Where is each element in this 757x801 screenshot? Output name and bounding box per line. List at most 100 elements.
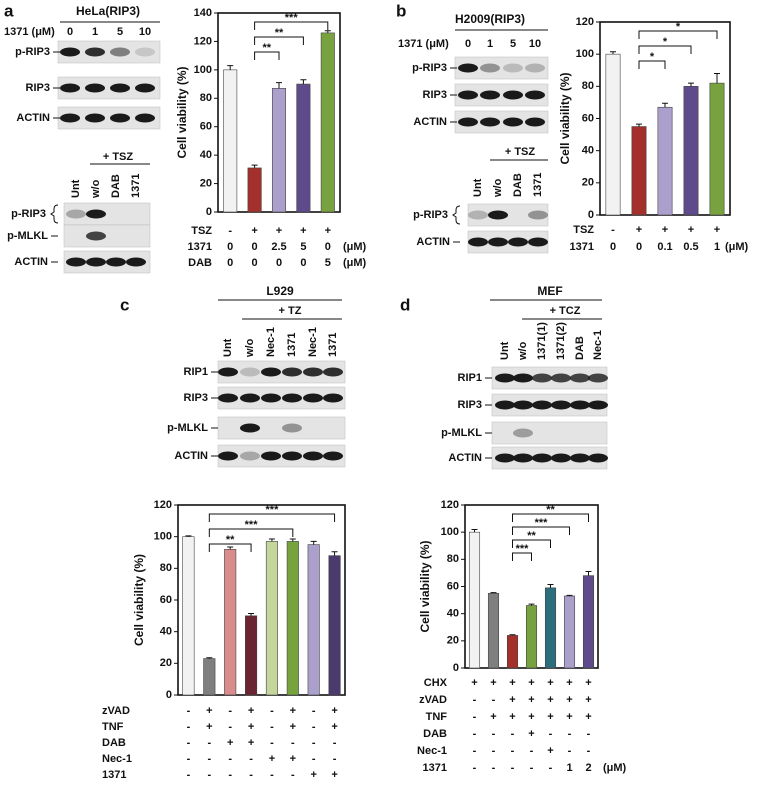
condition-value: + <box>300 225 306 237</box>
condition-value: - <box>291 769 295 781</box>
condition-value: 0 <box>636 241 642 253</box>
blot-row-label: RIP3 <box>26 82 50 94</box>
error-bar <box>566 594 573 597</box>
lane-label: 1 <box>92 26 98 38</box>
condition-value: + <box>528 728 534 740</box>
band <box>525 90 545 100</box>
condition-value: + <box>566 711 572 723</box>
band <box>303 393 323 403</box>
significance-label: ** <box>527 530 536 542</box>
condition-value: 1 <box>714 241 720 253</box>
significance-bracket <box>208 513 336 522</box>
band <box>513 400 533 410</box>
y-axis-label: Cell viability (%) <box>418 540 432 632</box>
condition-value: + <box>290 705 296 717</box>
bar <box>525 605 538 669</box>
y-tick-label: 60 <box>582 112 594 124</box>
condition-value: + <box>585 711 591 723</box>
lane-label: w/o <box>244 338 256 358</box>
band <box>503 63 523 73</box>
bar <box>203 658 216 696</box>
condition-value: - <box>473 745 477 757</box>
error-bar <box>276 82 282 89</box>
blot-row-label: p-RIP3 <box>11 208 46 220</box>
bar <box>271 88 287 213</box>
condition-unit: (μM) <box>603 762 627 774</box>
significance-bracket <box>208 528 294 537</box>
condition-value: + <box>331 769 337 781</box>
error-bar <box>248 612 255 616</box>
condition-value: + <box>206 721 212 733</box>
y-tick-label: 0 <box>453 662 459 674</box>
y-tick-label: 60 <box>160 594 172 606</box>
condition-value: - <box>473 694 477 706</box>
blot-row-label: RIP3 <box>184 392 208 404</box>
blot-row-label: ACTIN <box>416 236 450 248</box>
y-tick-label: 100 <box>194 64 212 76</box>
error-bar <box>206 657 213 659</box>
condition-value: - <box>187 705 191 717</box>
band <box>588 400 608 410</box>
y-tick-label: 20 <box>582 177 594 189</box>
y-tick-label: 40 <box>447 608 459 620</box>
band <box>503 90 523 100</box>
blot-row-label: ACTIN <box>413 116 447 128</box>
bar <box>223 69 238 213</box>
bar <box>683 86 699 216</box>
band <box>86 209 106 219</box>
lane-label: 0 <box>67 26 73 38</box>
band <box>480 63 500 73</box>
brace <box>50 204 59 224</box>
condition-value: - <box>228 721 232 733</box>
significance-label: ** <box>226 534 235 546</box>
condition-label: TNF <box>102 721 124 733</box>
blot-row-label: p-MLKL <box>167 422 208 434</box>
band <box>261 451 281 461</box>
bar <box>286 541 299 696</box>
band <box>135 83 155 93</box>
condition-value: + <box>714 224 720 236</box>
significance-label: *** <box>266 504 280 516</box>
error-bar <box>509 634 516 636</box>
condition-unit: (μM) <box>343 257 367 269</box>
lane-label: w/o <box>492 178 504 198</box>
condition-value: + <box>509 677 515 689</box>
band <box>570 400 590 410</box>
condition-value: - <box>492 694 496 706</box>
lane-label: DAB <box>110 174 122 198</box>
condition-value: + <box>471 677 477 689</box>
condition-value: 0.5 <box>683 241 698 253</box>
condition-value: - <box>187 737 191 749</box>
blot-row-label: ACTIN <box>16 112 50 124</box>
condition-value: 5 <box>300 241 306 253</box>
bar <box>245 615 258 696</box>
blot-row-label: ACTIN <box>174 450 208 462</box>
band <box>66 257 86 267</box>
band <box>85 47 105 57</box>
condition-unit: (μM) <box>343 241 367 253</box>
condition-value: + <box>528 677 534 689</box>
error-bar <box>471 528 478 533</box>
condition-label: zVAD <box>102 705 130 717</box>
condition-value: 0 <box>325 241 331 253</box>
significance-bracket <box>208 543 252 552</box>
condition-value: - <box>249 769 253 781</box>
band <box>323 451 343 461</box>
band <box>468 210 488 220</box>
bar <box>487 592 500 669</box>
condition-value: 0 <box>276 257 282 269</box>
blot-row-label: p-RIP3 <box>413 209 448 221</box>
condition-value: - <box>473 762 477 774</box>
condition-label: TSZ <box>573 224 594 236</box>
significance-bracket <box>512 526 570 535</box>
treatment-label: + TCZ <box>550 305 581 317</box>
band <box>480 117 500 127</box>
condition-value: - <box>492 745 496 757</box>
lane-label: Nec-1 <box>265 327 277 357</box>
bar <box>605 53 621 216</box>
condition-value: + <box>325 225 331 237</box>
lane-label: 1371 <box>327 333 339 357</box>
error-bar <box>610 51 616 55</box>
band <box>282 367 302 377</box>
